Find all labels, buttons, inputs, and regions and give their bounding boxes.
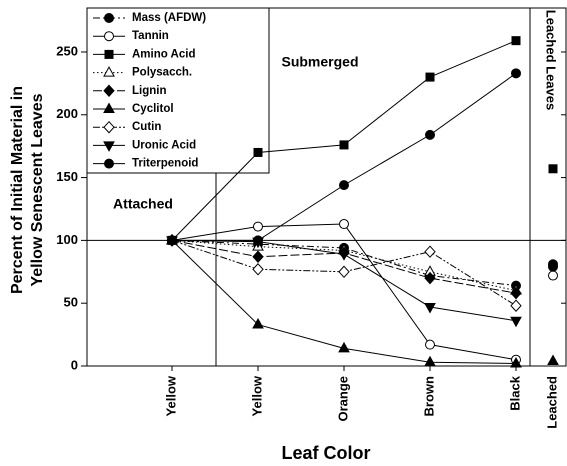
y-tick-label: 100	[56, 232, 78, 247]
y-tick-label: 200	[56, 106, 78, 121]
plot-frame	[86, 7, 567, 367]
marker	[253, 147, 263, 157]
marker	[338, 341, 350, 353]
marker	[547, 354, 559, 365]
marker	[511, 68, 521, 79]
marker	[104, 49, 114, 59]
marker	[252, 250, 264, 263]
series-line	[171, 239, 517, 287]
legend-label: Tannin	[132, 30, 169, 42]
x-tick-label: Yellow	[163, 375, 178, 416]
x-tick-label: Orange	[335, 376, 350, 422]
panel-label: Attached	[113, 196, 173, 212]
marker	[103, 120, 115, 134]
marker	[424, 245, 436, 258]
marker	[104, 31, 114, 42]
marker	[339, 180, 349, 191]
marker	[425, 72, 435, 82]
marker	[510, 316, 522, 328]
marker	[548, 270, 558, 281]
marker	[511, 36, 521, 46]
x-tick-label: Brown	[421, 376, 436, 417]
marker	[424, 271, 436, 285]
legend-label: Cutin	[132, 121, 161, 133]
marker	[510, 286, 522, 300]
y-tick-label: 150	[56, 169, 78, 184]
y-axis-label: Percent of Initial Material in	[9, 86, 26, 294]
y-tick-label: 50	[64, 295, 78, 310]
marker	[104, 13, 114, 23]
marker	[253, 235, 263, 246]
marker	[103, 102, 115, 113]
x-tick-label: Yellow	[249, 375, 264, 416]
x-axis-label: Leaf Color	[281, 443, 370, 463]
y-axis-label: Yellow Senescent Leaves	[29, 93, 46, 286]
panel-label: Submerged	[281, 54, 358, 70]
marker	[252, 263, 264, 276]
legend-label: Uronic Acid	[132, 139, 196, 151]
marker	[339, 140, 349, 150]
marker	[103, 141, 115, 152]
marker	[338, 265, 350, 279]
legend-label: Triterpenoid	[132, 158, 198, 170]
marker	[103, 66, 115, 77]
marker	[425, 129, 435, 140]
marker	[548, 164, 558, 174]
marker	[167, 235, 177, 246]
panel-label: Leached Leaves	[544, 10, 559, 110]
legend-label: Polysacch.	[132, 67, 192, 79]
marker	[548, 261, 558, 272]
marker	[510, 356, 522, 368]
legend-label: Cyclitol	[132, 103, 174, 115]
legend-label: Mass (AFDW)	[132, 12, 206, 24]
legend-label: Lignin	[132, 85, 167, 97]
marker	[338, 250, 350, 261]
legend-label: Amino Acid	[132, 48, 195, 60]
y-tick-label: 0	[71, 357, 78, 372]
marker	[425, 339, 435, 350]
marker	[424, 302, 436, 314]
marker	[510, 299, 522, 312]
marker	[252, 318, 264, 329]
y-tick-label: 250	[56, 43, 78, 58]
marker	[253, 221, 263, 232]
x-tick-label: Leached	[544, 376, 559, 429]
marker	[104, 158, 114, 169]
x-tick-label: Black	[507, 375, 522, 410]
marker	[103, 84, 115, 98]
marker	[424, 355, 436, 367]
marker	[339, 219, 349, 230]
